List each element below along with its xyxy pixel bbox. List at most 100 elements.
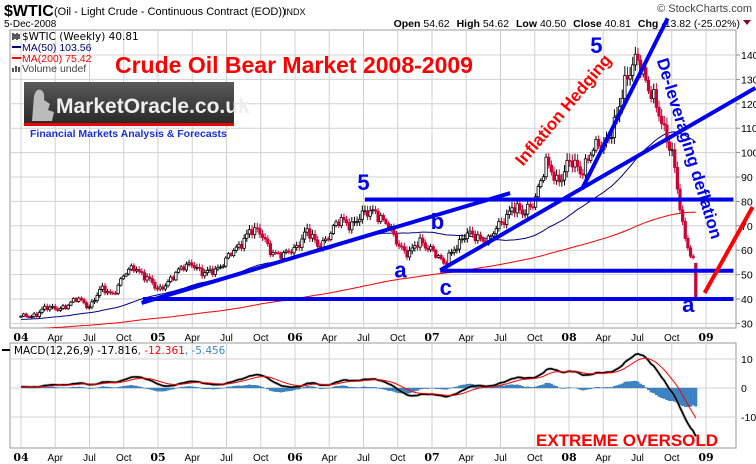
candle-body <box>226 253 231 259</box>
candle-body <box>43 305 47 310</box>
candle-body <box>103 285 107 294</box>
candle-body <box>379 214 383 223</box>
macd-histogram-bar <box>507 384 511 389</box>
macd-histogram-bar <box>171 387 175 390</box>
candle-body <box>505 214 509 225</box>
macd-histogram-bar <box>631 381 635 389</box>
candle-body <box>85 302 89 309</box>
x-tick-label: Jul <box>357 333 370 344</box>
macd-histogram-bar <box>544 382 548 389</box>
macd-histogram-bar <box>158 387 162 392</box>
macd-histogram-bar <box>274 387 278 392</box>
candle-body <box>163 285 168 290</box>
x-tick-label: Oct <box>253 453 269 464</box>
candle-body <box>597 138 601 147</box>
macd-histogram-bar <box>623 381 627 389</box>
macd-panel <box>9 342 737 449</box>
y-tick-label: 110 <box>741 123 756 135</box>
macd-histogram-bar <box>373 387 377 389</box>
macd-histogram-bar <box>584 387 587 390</box>
macd-histogram-bar <box>636 381 640 389</box>
macd-histogram-bar <box>413 387 417 392</box>
macd-histogram-bar <box>276 387 280 393</box>
x-tick-label: Apr <box>321 453 337 464</box>
macd-histogram-bar <box>447 387 451 389</box>
candle-body <box>121 275 125 280</box>
candle-body <box>368 210 372 217</box>
candle-body <box>300 238 304 248</box>
candle-body <box>523 213 527 216</box>
statue-icon <box>32 89 54 121</box>
candle-body <box>510 207 514 212</box>
y-tick-label: -10 <box>741 412 756 424</box>
x-tick-label: 06 <box>287 331 303 344</box>
x-tick-label: 08 <box>561 331 577 344</box>
macd-histogram-bar <box>258 386 262 389</box>
symbol-description: (Oil - Light Crude - Continuous Contract… <box>54 6 286 18</box>
candle-body <box>657 107 661 117</box>
candle-body <box>127 268 131 275</box>
candle-body <box>61 305 65 309</box>
chg-value: -13.82 (-25.02%) <box>661 18 740 30</box>
x-tick-label: Apr <box>595 333 611 344</box>
candle-body <box>313 234 317 241</box>
macd-histogram-bar <box>203 387 207 390</box>
candles <box>19 46 698 319</box>
candle-body <box>281 252 286 259</box>
candle-body <box>200 267 204 277</box>
candle-body <box>208 268 212 271</box>
macd-histogram-bar <box>633 380 637 389</box>
candle-body <box>279 252 283 259</box>
macd-histogram-bar <box>100 386 104 389</box>
candle-body <box>526 203 530 215</box>
candle-body <box>268 243 273 256</box>
logo-tagline: Financial Markets Analysis & Forecasts <box>30 128 227 140</box>
candle-body <box>92 300 97 303</box>
macd-histogram-bar <box>127 385 131 389</box>
exchange: INDX <box>284 7 306 17</box>
macd-histogram-bar <box>156 387 159 392</box>
macd-histogram-bar <box>135 385 138 389</box>
macd-histogram-bar <box>53 387 57 389</box>
macd-histogram-bar <box>187 386 191 389</box>
candle-body <box>140 271 144 274</box>
macd-histogram-bar <box>452 387 456 389</box>
volume-icon <box>12 66 20 72</box>
candle-body <box>32 313 36 317</box>
candle-body <box>660 115 664 124</box>
candle-body <box>95 294 99 302</box>
logo-background <box>24 82 234 123</box>
macd-histogram-bar <box>639 383 643 389</box>
candle-body <box>457 239 462 250</box>
candle-body <box>87 306 91 309</box>
macd-histogram-bar <box>458 385 461 389</box>
x-tick-label: Jul <box>220 333 233 344</box>
macd-histogram-bar <box>518 385 522 389</box>
candle-body <box>82 299 86 304</box>
macd-histogram-bar <box>494 386 498 389</box>
candle-body <box>190 262 194 266</box>
x-tick-label: 08 <box>561 451 577 464</box>
candle-body <box>652 89 656 100</box>
candle-body <box>518 203 522 211</box>
macd-line-shadow <box>20 352 698 438</box>
candle-body <box>515 203 519 214</box>
candle-body <box>691 255 695 259</box>
candle-body <box>418 237 422 248</box>
macd-histogram-bar <box>521 386 524 389</box>
candle-body <box>421 237 425 244</box>
macd-histogram-bar <box>615 385 619 389</box>
candle-body <box>507 210 511 215</box>
macd-histogram-bar <box>108 387 112 389</box>
candle-body <box>106 291 110 294</box>
x-tick-label: 06 <box>287 451 303 464</box>
candle-body <box>636 53 640 61</box>
candle-body <box>176 268 181 273</box>
macd-histogram-bar <box>460 384 464 389</box>
macd-histogram-bar <box>103 386 107 389</box>
macd-histogram-bar <box>308 386 312 389</box>
macd-histogram-bar <box>148 387 152 390</box>
macd-histogram-bar <box>284 387 288 392</box>
candle-body <box>499 221 504 223</box>
macd-histogram-bar <box>345 385 349 389</box>
